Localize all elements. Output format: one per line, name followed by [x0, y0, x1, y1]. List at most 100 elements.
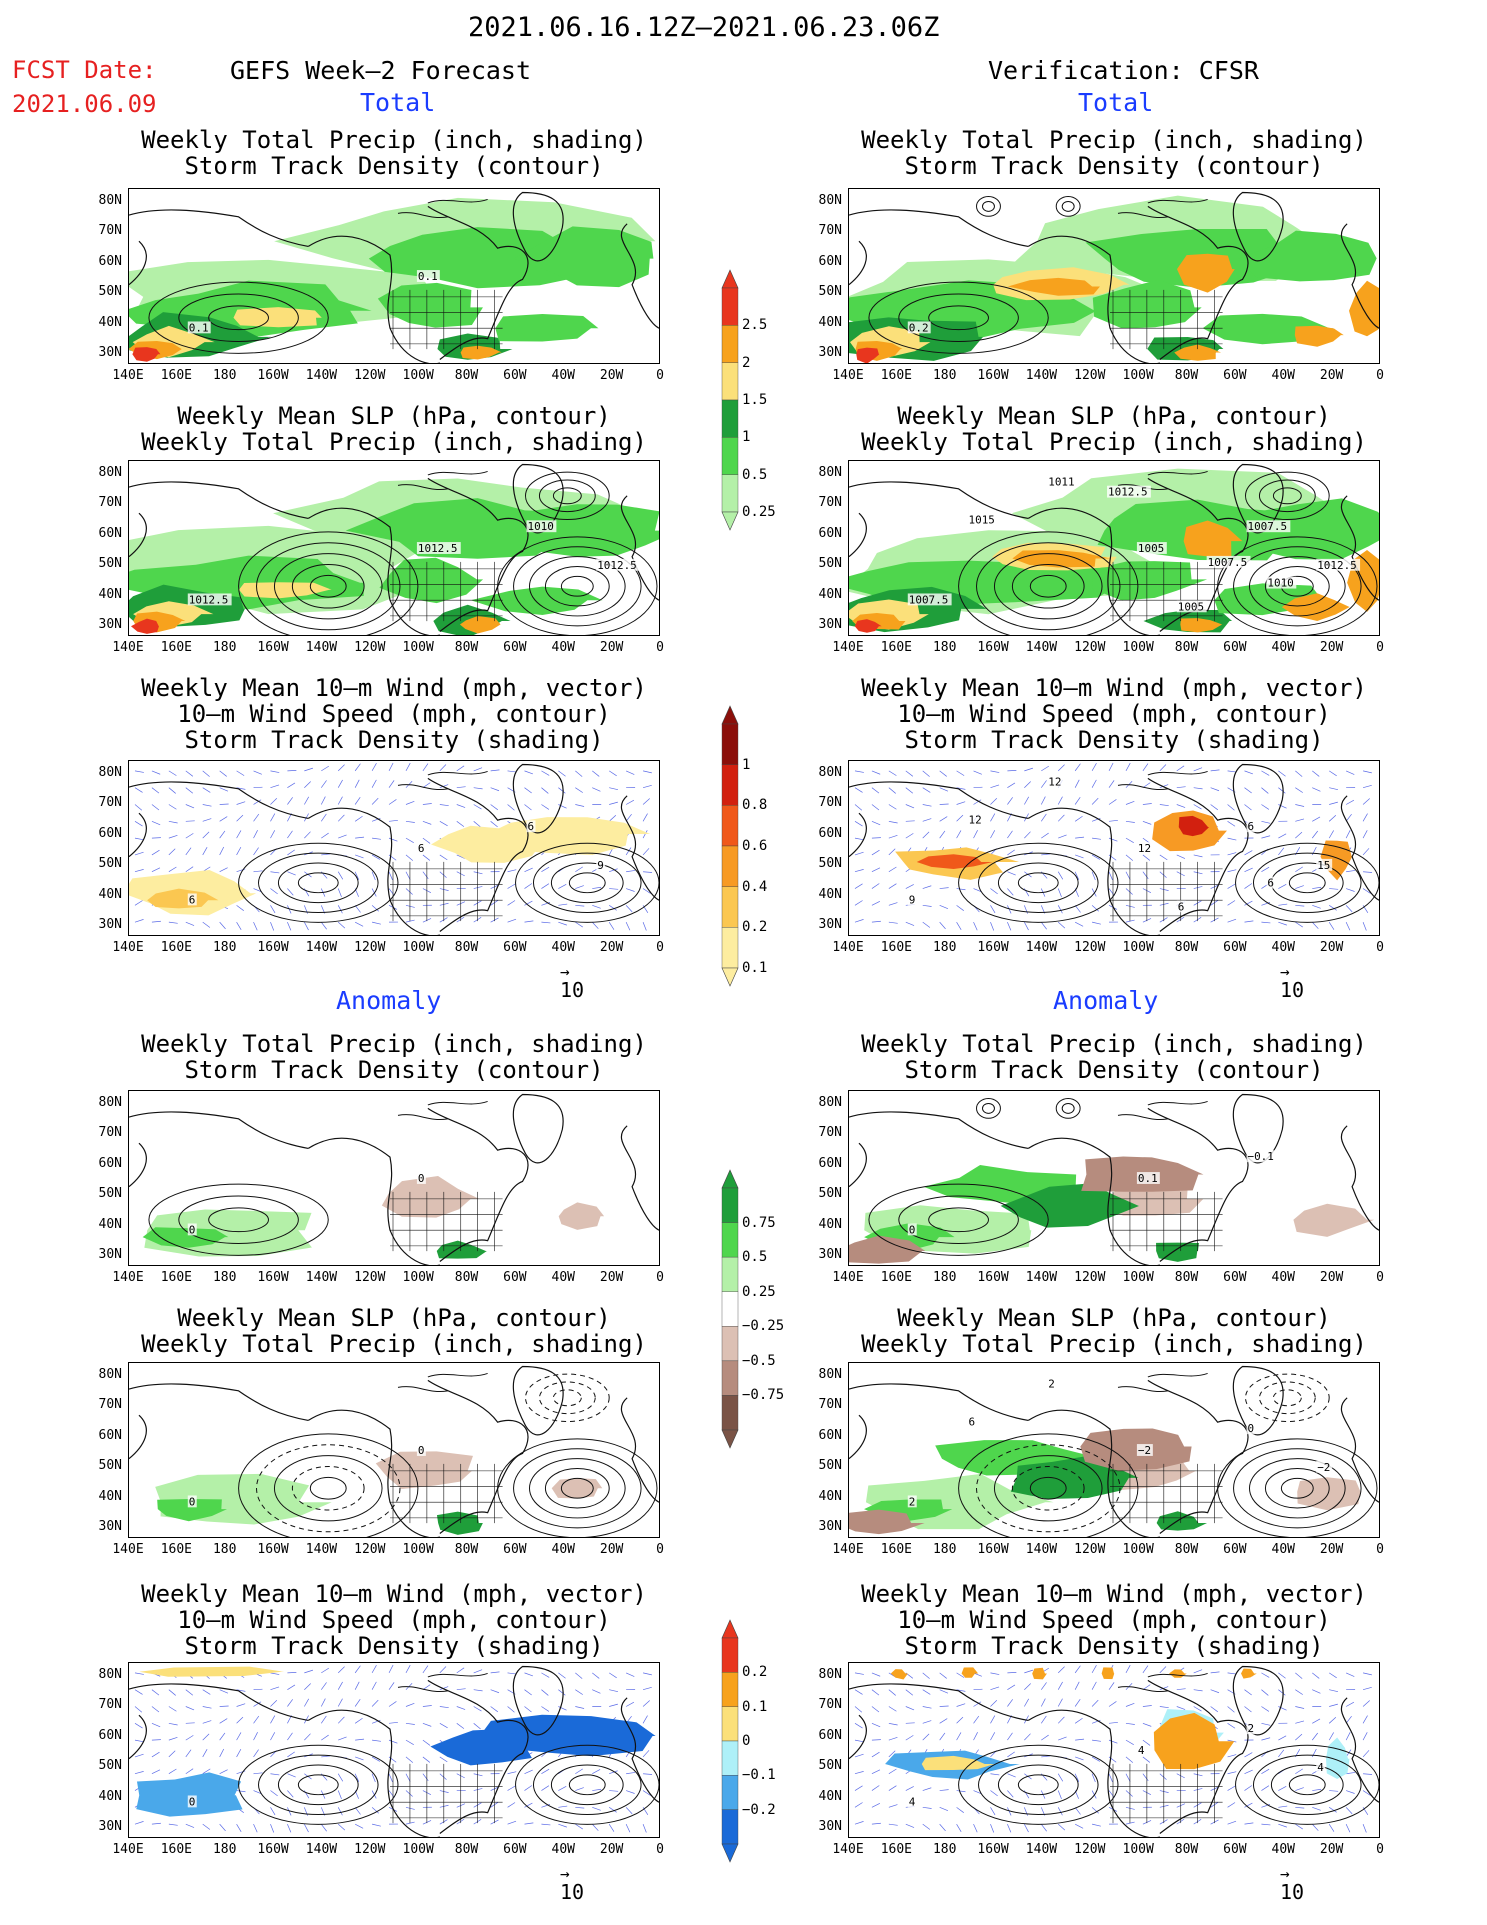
lat-label: 30N	[818, 1247, 842, 1262]
fcst-date-value: 2021.06.09	[12, 90, 157, 118]
map-panel: 2 −2 0 −2 2 6	[848, 1362, 1380, 1538]
lon-label: 160W	[977, 1842, 1009, 1857]
lon-label: 140E	[112, 640, 144, 655]
lon-label: 40W	[551, 940, 575, 955]
lon-label: 160E	[880, 940, 913, 955]
vector-ref-value: 10	[1280, 978, 1305, 1002]
lat-label: 80N	[818, 1095, 842, 1110]
lon-label: 20W	[1319, 940, 1344, 955]
panel-title-line: 10–m Wind Speed (mph, contour)	[177, 1606, 611, 1634]
lon-label: 140W	[1025, 940, 1058, 955]
lon-label: 120W	[354, 640, 386, 655]
lon-label: 180	[932, 368, 957, 383]
lon-label: 0	[1376, 1270, 1384, 1285]
lon-label: 180	[932, 1270, 957, 1285]
lon-label: 60W	[503, 1542, 527, 1557]
contour-label: 1010	[527, 520, 553, 533]
panel-title-line: Storm Track Density (contour)	[904, 152, 1324, 180]
panel-title-line: Weekly Mean 10–m Wind (mph, vector)	[141, 1580, 647, 1608]
lon-label: 80W	[454, 940, 479, 955]
lon-label: 140W	[305, 1842, 338, 1857]
lon-label: 40W	[551, 1270, 575, 1285]
lon-label: 80W	[1174, 940, 1199, 955]
lon-label: 0	[656, 640, 664, 655]
lon-label: 180	[212, 1542, 237, 1557]
lon-label: 60W	[1223, 1542, 1247, 1557]
contour-label: 2	[909, 1495, 916, 1508]
lon-label: 0	[656, 368, 664, 383]
lon-label: 120W	[354, 1842, 386, 1857]
contour-label: 9	[597, 859, 604, 872]
panel-title-line: Storm Track Density (shading)	[904, 726, 1324, 754]
lon-label: 140E	[112, 1270, 144, 1285]
lon-label: 60W	[1223, 1842, 1247, 1857]
lon-label: 140W	[305, 940, 338, 955]
lon-label: 120W	[1074, 1270, 1106, 1285]
contour-label: 6	[1267, 877, 1274, 890]
lon-label: 100W	[1122, 940, 1154, 955]
lat-label: 50N	[98, 1458, 122, 1474]
lon-label: 100W	[402, 1270, 434, 1285]
lon-label: 160E	[880, 368, 913, 383]
lon-label: 20W	[599, 1270, 624, 1285]
colorbar-label: 0.75	[742, 1214, 776, 1231]
lat-label: 60N	[818, 825, 842, 841]
lat-label: 70N	[818, 495, 842, 511]
lon-label: 140E	[112, 368, 144, 383]
lat-label: 70N	[818, 223, 842, 239]
lon-label: 120W	[354, 1542, 386, 1557]
lon-label: 160E	[160, 368, 193, 383]
lon-label: 140E	[832, 1842, 864, 1857]
lat-label: 40N	[98, 1488, 122, 1504]
contour-label: 1012.5	[418, 542, 458, 555]
lon-label: 20W	[1319, 1270, 1344, 1285]
lon-label: 20W	[599, 940, 624, 955]
lon-label: 180	[212, 1270, 237, 1285]
lon-label: 160W	[977, 940, 1009, 955]
map-panel: 4 4 2 4	[848, 1662, 1380, 1838]
vector-ref-arrow-icon: →	[1280, 962, 1290, 981]
lon-label: 140W	[1025, 368, 1058, 383]
lon-label: 160W	[257, 1270, 289, 1285]
lat-label: 50N	[98, 556, 122, 572]
lat-label: 40N	[98, 586, 122, 602]
lat-label: 40N	[98, 1788, 122, 1804]
lat-label: 80N	[98, 765, 122, 780]
contour-label: 0	[1247, 1422, 1254, 1435]
lon-label: 40W	[1271, 1542, 1295, 1557]
panel-title-line: Weekly Mean 10–m Wind (mph, vector)	[141, 674, 647, 702]
lon-label: 20W	[599, 368, 624, 383]
panel-title-line: Weekly Total Precip (inch, shading)	[141, 126, 647, 154]
lat-label: 30N	[818, 345, 842, 360]
colorbar-label: 1	[742, 429, 751, 446]
lon-label: 160W	[977, 1270, 1009, 1285]
lon-label: 100W	[1122, 1270, 1154, 1285]
lat-label: 70N	[98, 1397, 122, 1413]
lon-label: 140E	[832, 368, 864, 383]
lon-label: 160W	[977, 1542, 1009, 1557]
colorbar-label: 2	[742, 354, 751, 371]
contour-label: 12	[969, 813, 982, 826]
lat-label: 30N	[818, 617, 842, 632]
map-panel: 0.1 0.1	[128, 188, 660, 364]
lon-label: 140E	[832, 1270, 864, 1285]
lat-label: 70N	[818, 1125, 842, 1141]
lon-label: 80W	[1174, 1542, 1199, 1557]
lat-label: 40N	[818, 886, 842, 902]
contour-label: 1007.5	[1247, 520, 1287, 533]
contour-label: 2	[1247, 1722, 1254, 1735]
panel-title-line: 10–m Wind Speed (mph, contour)	[897, 1606, 1331, 1634]
lon-label: 140W	[1025, 1542, 1058, 1557]
lon-label: 160E	[880, 1842, 913, 1857]
contour-label: 0	[189, 1223, 196, 1236]
lon-label: 100W	[402, 368, 434, 383]
lat-label: 40N	[98, 886, 122, 902]
lon-label: 180	[932, 640, 957, 655]
lat-label: 60N	[98, 1427, 122, 1443]
lon-label: 120W	[354, 940, 386, 955]
contour-label: 4	[909, 1795, 916, 1808]
colorbar-label: 0.5	[742, 1249, 768, 1266]
lat-label: 30N	[818, 1519, 842, 1534]
colorbar-label: 0.6	[742, 838, 768, 854]
lon-label: 60W	[1223, 940, 1247, 955]
